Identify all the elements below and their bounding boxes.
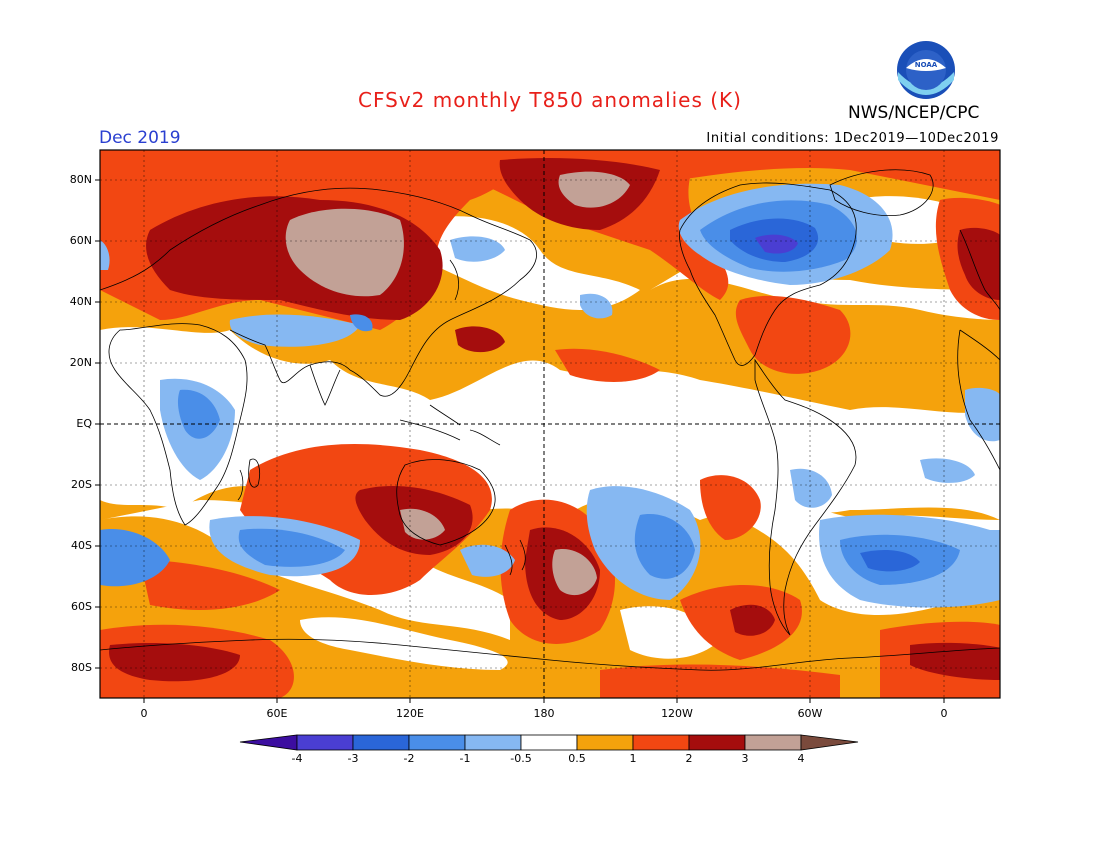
colorbar-label-m4: -4 bbox=[291, 752, 303, 765]
lon-label-120w: 120W bbox=[661, 707, 693, 720]
lon-label-60e: 60E bbox=[266, 707, 288, 720]
month-label: Dec 2019 bbox=[99, 128, 181, 148]
colorbar-m4-m3 bbox=[296, 734, 354, 751]
noaa-logo: NOAA bbox=[897, 41, 955, 99]
lat-label-20n: 20N bbox=[69, 356, 92, 369]
colorbar-m1-m05 bbox=[464, 734, 522, 751]
colorbar-lt-m4 bbox=[239, 734, 298, 751]
colorbar-label-m1: -1 bbox=[459, 752, 471, 765]
initial-conditions-label: Initial conditions: 1Dec2019—10Dec2019 bbox=[706, 131, 999, 146]
chart-title: CFSv2 monthly T850 anomalies (K) bbox=[358, 88, 742, 112]
graticule bbox=[100, 150, 1000, 698]
colorbar-m3-m2 bbox=[352, 734, 410, 751]
equator-dateline bbox=[100, 150, 1000, 698]
lat-label-20s: 20S bbox=[71, 478, 92, 491]
lat-label-40s: 40S bbox=[71, 539, 92, 552]
lon-label-180: 180 bbox=[533, 707, 555, 720]
coastlines bbox=[100, 169, 1000, 671]
lat-label-60s: 60S bbox=[71, 600, 92, 613]
lon-label-120e: 120E bbox=[396, 707, 424, 720]
colorbar-p2-p3 bbox=[688, 734, 746, 751]
colorbar-label-p05: 0.5 bbox=[568, 752, 586, 765]
lon-label-60w: 60W bbox=[797, 707, 823, 720]
colorbar-m2-m1 bbox=[408, 734, 466, 751]
colorbar-label-m3: -3 bbox=[347, 752, 359, 765]
colorbar-gt-p4 bbox=[800, 734, 859, 751]
colorbar-label-m05: -0.5 bbox=[510, 752, 532, 765]
colorbar-p05-p1 bbox=[576, 734, 634, 751]
colorbar-label-p1: 1 bbox=[629, 752, 637, 765]
logo-text: NOAA bbox=[915, 61, 938, 69]
colorbar-label-p4: 4 bbox=[797, 752, 805, 765]
lat-label-60n: 60N bbox=[69, 234, 92, 247]
colorbar-p3-p4 bbox=[744, 734, 802, 751]
colorbar bbox=[239, 734, 859, 751]
lat-label-80s: 80S bbox=[71, 661, 92, 674]
colorbar-label-m2: -2 bbox=[403, 752, 415, 765]
colorbar-label-p2: 2 bbox=[685, 752, 693, 765]
lon-label-0-east: 0 bbox=[940, 707, 948, 720]
lat-label-40n: 40N bbox=[69, 295, 92, 308]
colorbar-p1-p2 bbox=[632, 734, 690, 751]
colorbar-neutral bbox=[520, 734, 578, 751]
colorbar-label-p3: 3 bbox=[741, 752, 749, 765]
lon-label-0-west: 0 bbox=[140, 707, 148, 720]
lat-label-eq: EQ bbox=[76, 417, 92, 430]
agency-label: NWS/NCEP/CPC bbox=[848, 103, 980, 123]
lat-label-80n: 80N bbox=[69, 173, 92, 186]
